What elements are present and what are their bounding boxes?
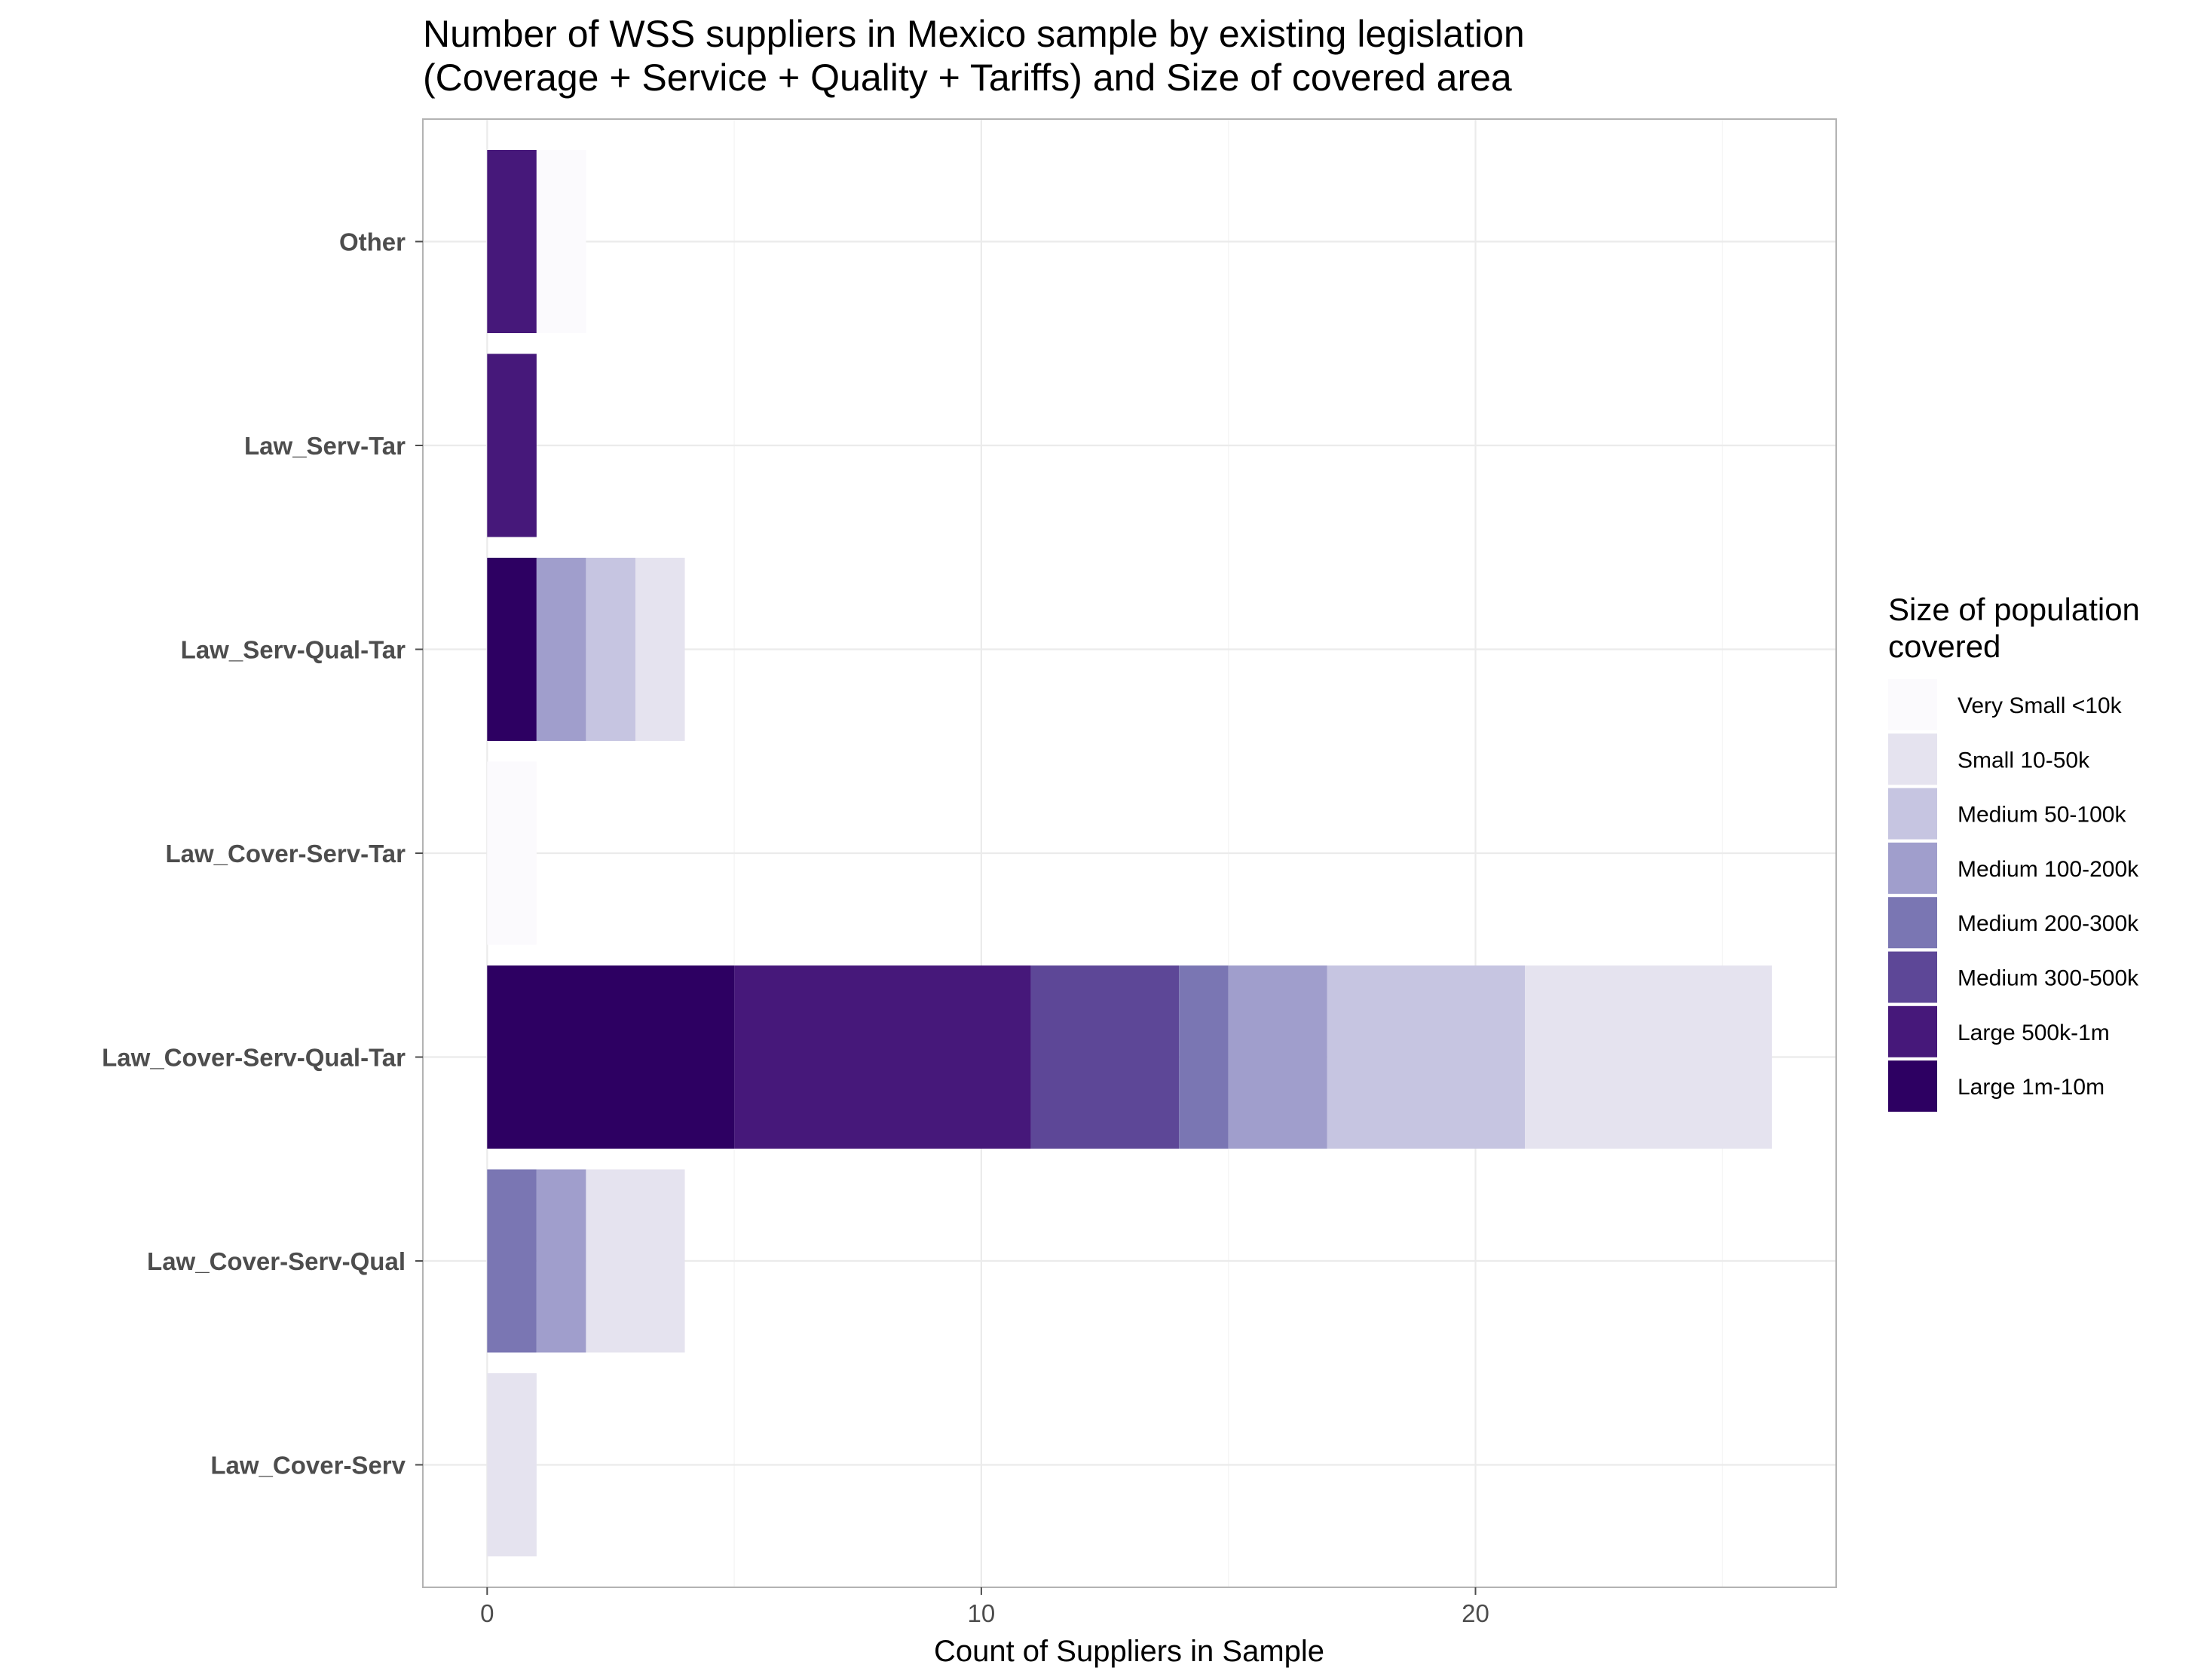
legend-title-line-2: covered	[1888, 629, 2000, 664]
bar-segment-large-500k-1m: Law_Cover-Serv-Qual-Tar — Large 500k-1m:…	[734, 965, 1031, 1149]
category-label: Law_Cover-Serv-Tar	[165, 840, 406, 868]
bar-segment-medium-300-500k: Law_Cover-Serv-Qual-Tar — Medium 300-500…	[1030, 965, 1180, 1149]
legend-key-medium-300-500k	[1888, 951, 1937, 1003]
category-label: Other	[339, 228, 406, 256]
legend-key-medium-200-300k	[1888, 897, 1937, 949]
legend-label: Medium 200-300k	[1958, 911, 2139, 936]
legend-title-line-1: Size of population	[1888, 592, 2140, 627]
bar-segment-small-10-50k: Law_Cover-Serv-Qual-Tar — Small 10-50k: …	[1525, 965, 1772, 1149]
bar-segment-medium-50-100k: Law_Serv-Qual-Tar — Medium 50-100k: 1	[586, 558, 635, 741]
bar-segment-large-500k-1m: Law_Serv-Tar — Large 500k-1m: 1	[487, 353, 537, 537]
legend-key-large-1m-10m	[1888, 1060, 1937, 1112]
x-tick-label: 0	[480, 1599, 494, 1627]
category-label: Law_Cover-Serv	[210, 1452, 406, 1480]
legend-key-medium-100-200k	[1888, 842, 1937, 894]
bar-segment-small-10-50k: Law_Cover-Serv-Qual — Small 10-50k: 2	[586, 1169, 685, 1353]
x-tick-label: 10	[968, 1599, 996, 1627]
category-axis-labels: Law_Cover-Serv Law_Cover-Serv-Qual Law_Cov…	[102, 228, 423, 1480]
bar-segment-large-1m-10m: Law_Serv-Qual-Tar — Large 1m-10m: 1	[487, 558, 537, 741]
chart-title-line-1: Number of WSS suppliers in Mexico sample…	[423, 13, 1525, 55]
category-label: Law_Serv-Tar	[244, 432, 406, 460]
legend-key-small-10-50k	[1888, 733, 1937, 785]
bar-segment-medium-200-300k: Law_Cover-Serv-Qual — Medium 200-300k: 1	[487, 1169, 537, 1353]
chart-title-line-2: (Coverage + Service + Quality + Tariffs)…	[423, 57, 1512, 99]
bar-segment-large-1m-10m: Law_Cover-Serv-Qual-Tar — Large 1m-10m: …	[487, 965, 735, 1149]
x-axis-ticks: 0 10 20	[480, 1587, 1489, 1627]
legend-label: Medium 300-500k	[1958, 966, 2139, 991]
bar-segment-medium-100-200k: Law_Serv-Qual-Tar — Medium 100-200k: 1	[536, 558, 586, 741]
legend-key-large-500k-1m	[1888, 1005, 1937, 1057]
legend-label: Large 1m-10m	[1958, 1075, 2105, 1100]
bar-segment-small-10-50k: Law_Cover-Serv — Small 10-50k: 1	[487, 1373, 537, 1556]
bar-segment-small-10-50k: Law_Serv-Qual-Tar — Small 10-50k: 1	[635, 558, 685, 741]
category-label: Law_Cover-Serv-Qual	[147, 1247, 406, 1275]
bar-segment-medium-50-100k: Law_Cover-Serv-Qual-Tar — Medium 50-100k…	[1327, 965, 1526, 1149]
chart-title: Number of WSS suppliers in Mexico sample…	[423, 13, 1525, 99]
category-label: Law_Cover-Serv-Qual-Tar	[102, 1044, 406, 1072]
legend-label: Medium 50-100k	[1958, 803, 2126, 828]
legend-label: Small 10-50k	[1958, 748, 2090, 773]
bar-segment-very-small-10k: Other — Very Small <10k: 1	[536, 150, 586, 333]
legend-label: Large 500k-1m	[1958, 1021, 2110, 1045]
bar-segment-medium-200-300k: Law_Cover-Serv-Qual-Tar — Medium 200-300…	[1179, 965, 1229, 1149]
legend-key-medium-50-100k	[1888, 788, 1937, 840]
x-axis-title: Count of Suppliers in Sample	[934, 1635, 1324, 1668]
bars: Law_Cover-Serv — Small 10-50k: 1 Law_Cove…	[487, 150, 1772, 1556]
bar-segment-large-500k-1m: Other — Large 500k-1m: 1	[487, 150, 537, 333]
legend-label: Very Small <10k	[1958, 693, 2123, 718]
legend-key-very-small-10k	[1888, 679, 1937, 730]
legend: Size of population covered Very Small <1…	[1888, 592, 2140, 1112]
category-label: Law_Serv-Qual-Tar	[181, 636, 406, 664]
x-tick-label: 20	[1462, 1599, 1489, 1627]
bar-segment-medium-100-200k: Law_Cover-Serv-Qual-Tar — Medium 100-200…	[1228, 965, 1327, 1149]
bar-segment-medium-100-200k: Law_Cover-Serv-Qual — Medium 100-200k: 1	[536, 1169, 586, 1353]
bar-segment-very-small-10k: Law_Cover-Serv-Tar — Very Small <10k: 1	[487, 761, 537, 945]
legend-label: Medium 100-200k	[1958, 857, 2139, 882]
